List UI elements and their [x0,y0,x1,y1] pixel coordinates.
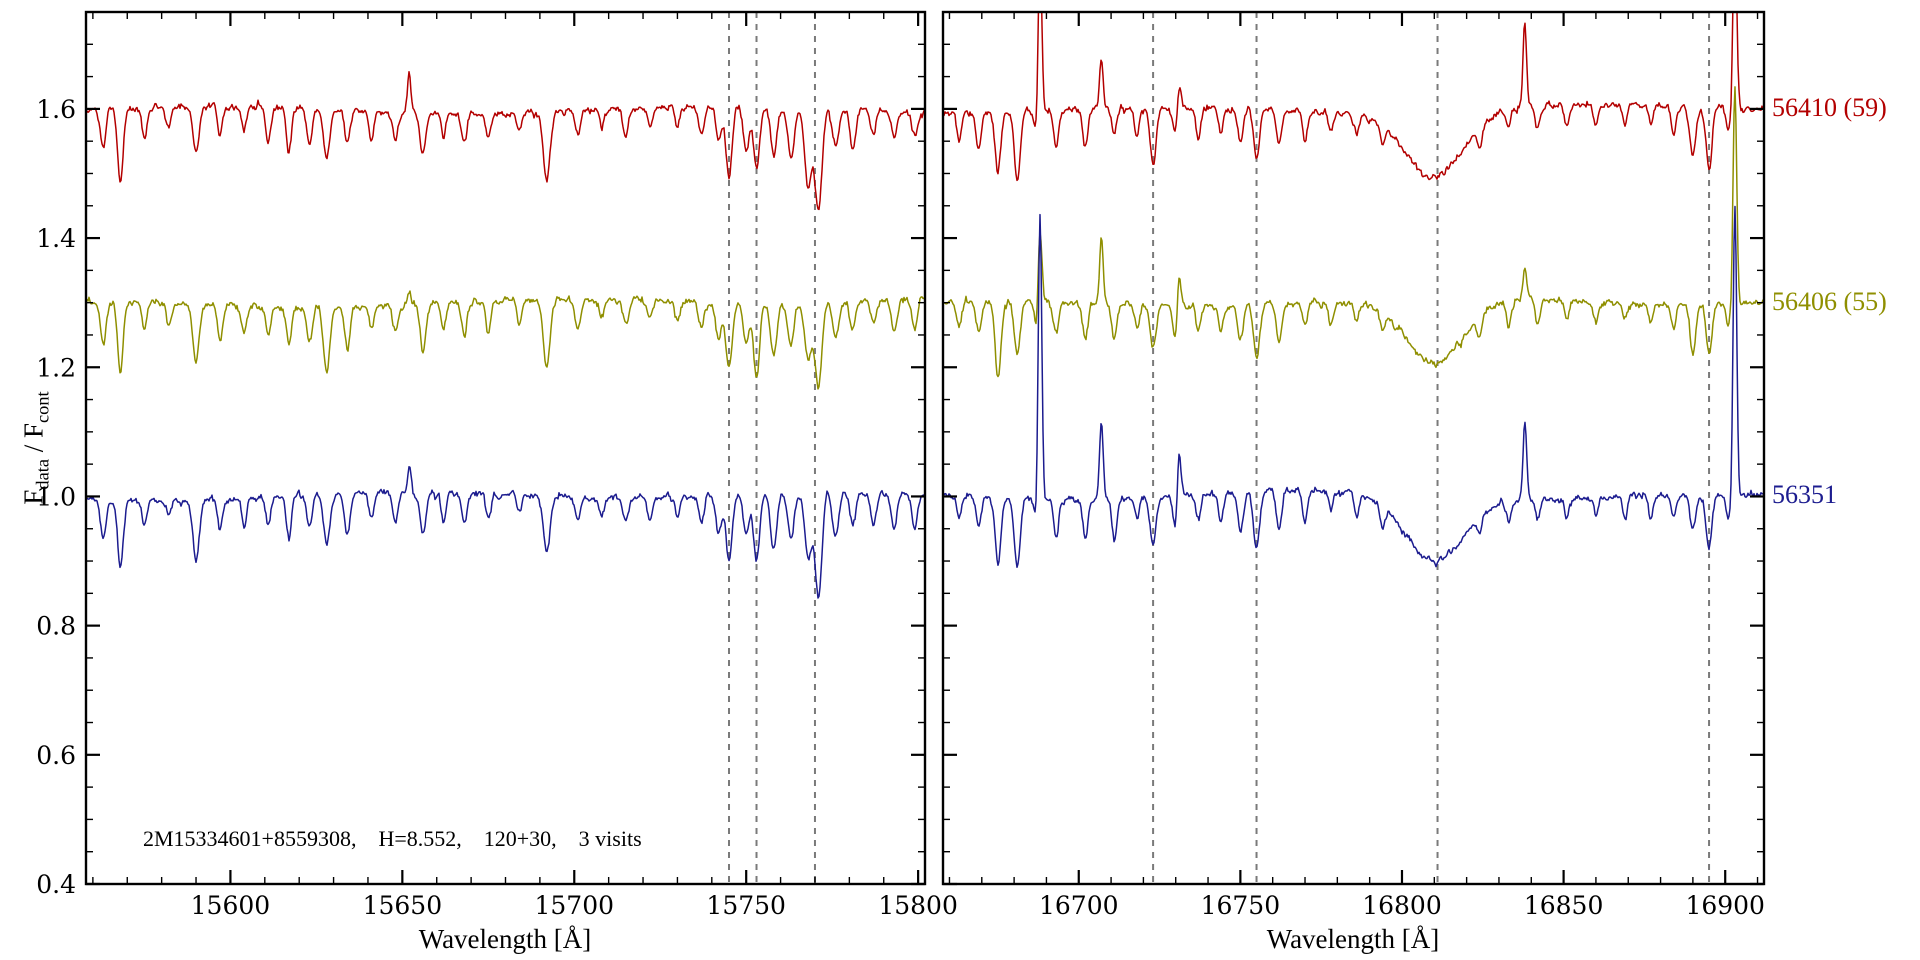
spectrum-line-56406 (55) [86,290,925,390]
x-tick-label: 15800 [878,891,958,920]
axis-ticks: 15600 15650 15700 15750 15800 0.4 0.6 0.8 1.0 1.2… [36,11,958,920]
axis-ticks: 16700 16750 16800 16850 16900 [943,11,1765,920]
x-tick-label: 16850 [1524,891,1604,920]
y-tick-label: 0.8 [36,612,76,641]
spectrum-line-56351 [943,205,1764,569]
y-tick-label: 0.4 [36,870,76,899]
y-tick-label: 1.0 [36,482,76,511]
reference-dashed-lines [728,12,816,884]
target-annotation: 2M15334601+8559308, H=8.552, 120+30, 3 v… [143,826,642,851]
y-tick-label: 1.4 [36,224,76,253]
x-tick-label: 16900 [1685,891,1765,920]
reference-dashed-lines [1152,12,1711,884]
x-tick-label: 16700 [1039,891,1119,920]
y-tick-label: 1.2 [36,353,76,382]
y-axis-label: Fdata / Fcont [18,391,53,504]
series-label-56410: 56410 (59) [1772,92,1887,122]
x-tick-label: 15650 [363,891,443,920]
y-axis-label-main: F [18,489,49,505]
x-axis-label-left: Wavelength [Å] [418,924,592,954]
x-tick-label: 15600 [191,891,271,920]
x-axis-label-right: Wavelength [Å] [1266,924,1440,954]
spectrum-line-56410 (59) [86,71,925,211]
y-axis-label-sub-cont: cont [32,391,53,423]
spectrum-line-56351 [86,466,925,599]
panel-frame [84,10,927,886]
y-tick-label: 1.6 [36,95,76,124]
y-tick-label: 0.6 [36,741,76,770]
series-label-56406: 56406 (55) [1772,286,1887,316]
x-tick-label: 16750 [1201,891,1281,920]
x-tick-label: 15750 [706,891,786,920]
x-tick-label: 15700 [535,891,615,920]
panel-frame [941,10,1766,886]
spectra-panel-1 [943,12,1764,569]
series-label-56351: 56351 [1772,480,1837,510]
y-axis-label-divider: / F [18,422,49,460]
spectrum-line-56410 (59) [943,12,1764,182]
spectrum-line-56406 (55) [943,86,1764,378]
spectra-panel-0 [86,71,925,599]
x-tick-label: 16800 [1362,891,1442,920]
y-axis-label-sub-data: data [32,459,53,490]
